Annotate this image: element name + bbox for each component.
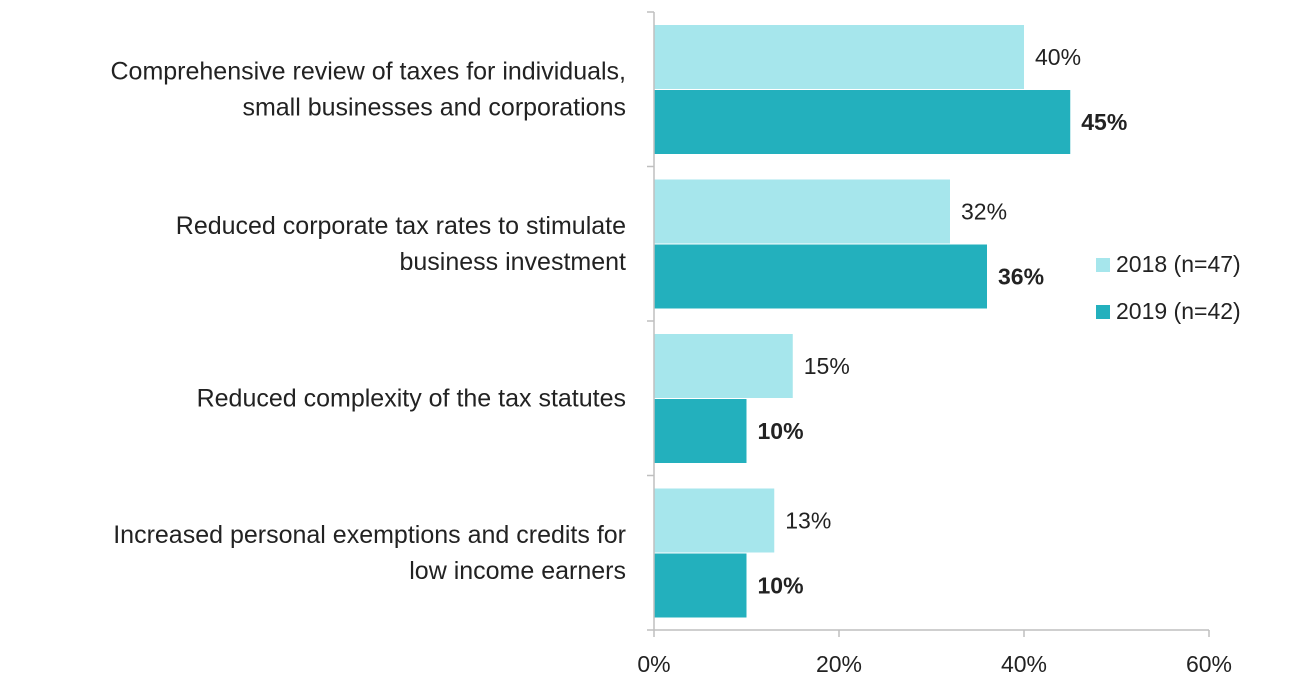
bar-2018-cat-1 [654, 25, 1024, 89]
bar-2018-cat-3 [654, 334, 793, 398]
bar-2019-cat-3 [654, 399, 747, 463]
bars-layer [654, 25, 1071, 618]
bar-2019-cat-4 [654, 553, 747, 618]
x-tick-label: 40% [1001, 651, 1047, 677]
data-labels-layer: 40% 32% 15% 13% 45% 36% 10% 10% [758, 44, 1128, 599]
data-label-2018-cat-2: 32% [961, 199, 1007, 225]
legend-label-2018: 2018 (n=47) [1116, 251, 1241, 277]
data-label-2018-cat-1: 40% [1035, 44, 1081, 70]
data-label-2019-cat-2: 36% [998, 264, 1044, 290]
category-label-4: Increased personal exemptions and credit… [113, 521, 626, 585]
data-label-2019-cat-1: 45% [1081, 109, 1127, 135]
category-label-1: Comprehensive review of taxes for indivi… [110, 57, 626, 121]
bar-2018-cat-2 [654, 179, 950, 244]
data-label-2019-cat-3: 10% [758, 418, 804, 444]
legend-swatch-2019 [1096, 305, 1110, 319]
data-label-2018-cat-4: 13% [785, 508, 831, 534]
data-label-2019-cat-4: 10% [758, 573, 804, 599]
bar-2018-cat-4 [654, 488, 775, 553]
bar-2019-cat-1 [654, 90, 1071, 154]
category-label-3: Reduced complexity of the tax statutes [197, 384, 626, 412]
category-label-2: Reduced corporate tax rates to stimulate… [176, 212, 626, 276]
x-axis-ticks: 0% 20% 40% 60% [637, 11, 1232, 677]
x-tick-label: 60% [1186, 651, 1232, 677]
legend: 2018 (n=47) 2019 (n=42) [1096, 251, 1241, 324]
legend-label-2019: 2019 (n=42) [1116, 298, 1241, 324]
x-tick-label: 0% [637, 651, 670, 677]
x-tick-label: 20% [816, 651, 862, 677]
category-labels: Comprehensive review of taxes for indivi… [110, 57, 626, 585]
data-label-2018-cat-3: 15% [804, 353, 850, 379]
legend-swatch-2018 [1096, 258, 1110, 272]
bar-2019-cat-2 [654, 244, 987, 309]
